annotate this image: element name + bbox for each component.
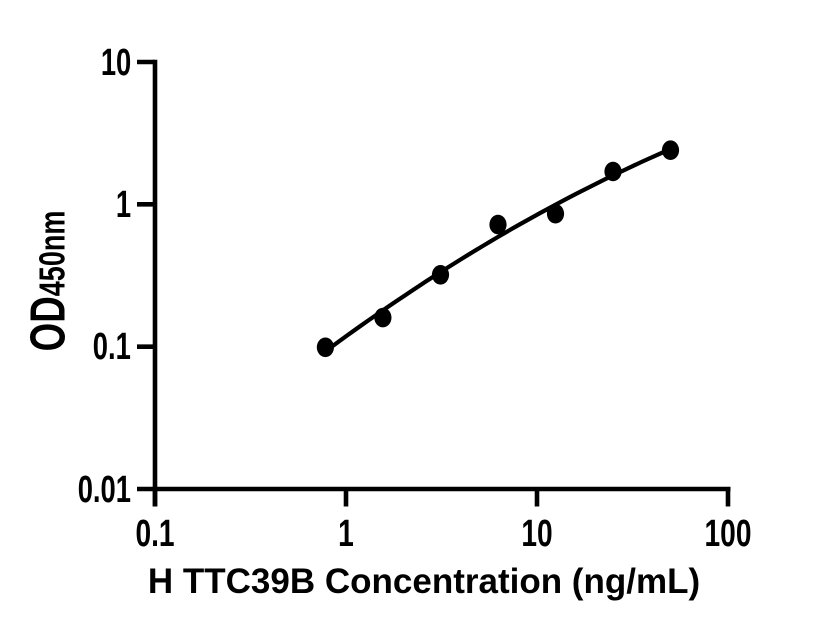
y-axis-label-main: OD xyxy=(21,296,76,352)
y-tick-label: 0.01 xyxy=(77,468,131,511)
data-point xyxy=(546,203,565,224)
data-point xyxy=(431,265,450,285)
x-tick-label: 1 xyxy=(338,513,354,555)
x-axis-title: H TTC39B Concentration (ng/mL) xyxy=(147,562,701,601)
data-point xyxy=(604,161,622,182)
x-tick-label: 100 xyxy=(704,513,752,555)
y-tick-label: 10 xyxy=(100,41,131,84)
data-point xyxy=(374,307,392,328)
x-tick-label: 10 xyxy=(521,513,553,555)
data-point xyxy=(489,214,507,235)
data-point xyxy=(316,337,334,358)
y-tick-label: 1 xyxy=(115,183,131,226)
y-axis-label-subscript: 450nm xyxy=(31,210,73,297)
data-point xyxy=(661,140,680,160)
y-axis-label-text: OD450nm xyxy=(21,210,76,352)
y-axis-label: OD450nm xyxy=(21,187,76,375)
y-tick-label: 0.1 xyxy=(92,326,131,369)
x-tick-label: 0.1 xyxy=(135,513,175,555)
